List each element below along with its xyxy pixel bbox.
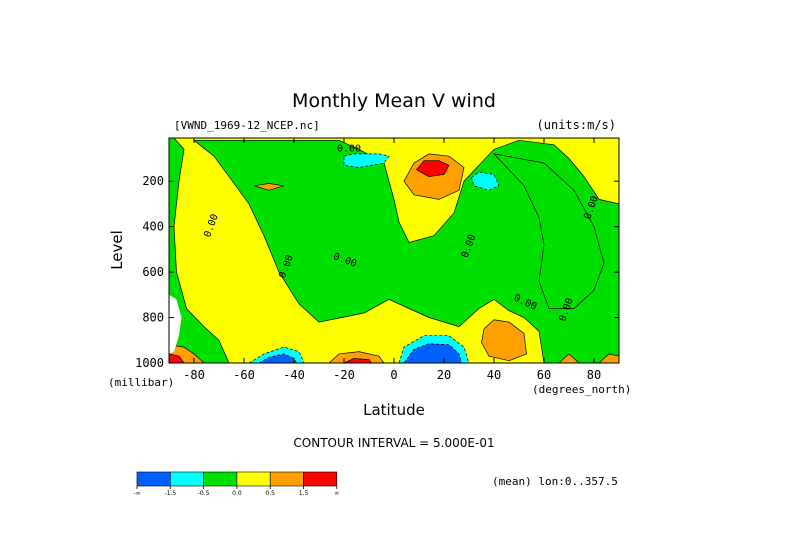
- y-tick-label: 600: [142, 265, 164, 279]
- contour-region-red: [169, 353, 185, 363]
- contour-interval-note: CONTOUR INTERVAL = 5.000E-01: [293, 436, 494, 450]
- chart-title: Monthly Mean V wind: [292, 90, 496, 112]
- y-units-label: (millibar): [108, 376, 174, 389]
- x-axis-label: Latitude: [363, 401, 425, 419]
- color-legend: -∞ -1.5 -0.5 0.0 0.5 1.5 ∞: [133, 471, 339, 497]
- x-tick-label: 80: [587, 368, 601, 382]
- y-axis-label: Level: [108, 230, 126, 270]
- contour-region-green: [169, 138, 230, 363]
- x-axis: -80 -60 -40 -20 0 20 40 60 80: [183, 138, 601, 382]
- contour-region-blue: [258, 353, 297, 363]
- x-tick-label: -20: [333, 368, 355, 382]
- units-label: (units:m/s): [537, 118, 616, 132]
- legend-tick-label: 0.0: [232, 490, 242, 497]
- legend-tick-label: -1.5: [164, 490, 176, 497]
- plot-area: 0.000.000.00 0.000.000.00 0.000.00: [168, 137, 620, 364]
- legend-swatch: [269, 471, 304, 487]
- y-tick-label: 1000: [135, 356, 164, 370]
- legend-tick-label: 1.5: [299, 490, 309, 497]
- y-tick-label: 200: [142, 174, 164, 188]
- contour-region-red: [343, 358, 372, 363]
- x-units-label: (degrees_north): [532, 383, 631, 396]
- y-tick-label: 800: [142, 311, 164, 325]
- legend-swatch: [136, 471, 171, 487]
- legend-swatch: [170, 471, 204, 487]
- x-tick-label: 40: [487, 368, 501, 382]
- legend-tick-label: ∞: [334, 490, 339, 497]
- contour-region-cyan: [343, 153, 390, 168]
- legend-swatch: [303, 471, 338, 487]
- x-tick-label: -40: [283, 368, 305, 382]
- contour-label: 0.00: [337, 144, 361, 155]
- x-tick-label: 60: [537, 368, 551, 382]
- contour-region-white: [169, 294, 182, 354]
- x-tick-label: -80: [183, 368, 205, 382]
- contour-region-orange: [328, 351, 385, 363]
- contour-region-cyan: [471, 171, 500, 191]
- x-tick-label: 20: [437, 368, 451, 382]
- legend-tick-label: -∞: [133, 490, 140, 497]
- dataset-label: [VWND_1969-12_NCEP.nc]: [174, 119, 320, 132]
- contour-region-orange: [253, 183, 285, 191]
- footer-note: (mean) lon:0..357.5: [492, 475, 618, 488]
- contour-region-green: [493, 153, 605, 309]
- contour-region-green: [192, 139, 619, 363]
- contour-region-red: [415, 160, 450, 177]
- contour-region-orange: [558, 353, 580, 363]
- contour-region-orange: [481, 319, 527, 362]
- x-tick-label: -60: [233, 368, 255, 382]
- legend-swatch: [203, 471, 238, 487]
- contour-fields: [169, 138, 619, 363]
- x-tick-label: 0: [390, 368, 397, 382]
- legend-tick-label: 0.5: [265, 490, 275, 497]
- legend-tick-label: -0.5: [198, 490, 210, 497]
- y-tick-label: 400: [142, 220, 164, 234]
- legend-swatch: [236, 471, 271, 487]
- contour-region-blue: [403, 343, 462, 363]
- y-axis: 200 400 600 800 1000: [135, 174, 619, 370]
- contour-region-orange: [598, 353, 619, 363]
